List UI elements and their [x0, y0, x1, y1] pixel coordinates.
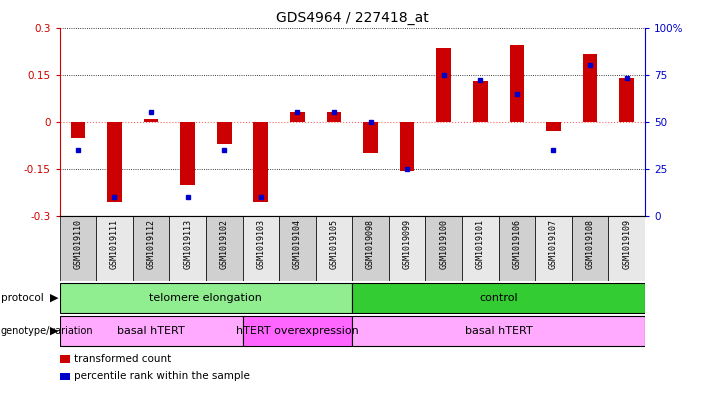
Bar: [619, 78, 634, 122]
Text: GSM1019107: GSM1019107: [549, 219, 558, 269]
Text: GSM1019108: GSM1019108: [585, 219, 594, 269]
Bar: [363, 122, 378, 153]
Bar: [60, 373, 70, 380]
Bar: [180, 122, 195, 185]
Bar: [546, 122, 561, 131]
Text: hTERT overexpression: hTERT overexpression: [236, 326, 359, 336]
Bar: [71, 122, 86, 138]
Text: ▶: ▶: [50, 293, 59, 303]
Text: GSM1019109: GSM1019109: [622, 219, 631, 269]
Bar: [426, 216, 462, 281]
Text: genotype/variation: genotype/variation: [1, 326, 93, 336]
Bar: [510, 45, 524, 122]
Bar: [353, 283, 645, 313]
Bar: [462, 216, 498, 281]
Text: GSM1019106: GSM1019106: [512, 219, 522, 269]
Text: GSM1019110: GSM1019110: [74, 219, 83, 269]
Bar: [353, 316, 645, 346]
Bar: [400, 122, 414, 171]
Text: GSM1019104: GSM1019104: [293, 219, 302, 269]
Bar: [60, 283, 353, 313]
Text: control: control: [479, 293, 518, 303]
Text: GSM1019098: GSM1019098: [366, 219, 375, 269]
Bar: [389, 216, 426, 281]
Bar: [583, 54, 597, 122]
Text: GSM1019099: GSM1019099: [402, 219, 411, 269]
Text: GSM1019113: GSM1019113: [183, 219, 192, 269]
Bar: [144, 119, 158, 122]
Text: GSM1019111: GSM1019111: [110, 219, 119, 269]
Bar: [217, 122, 231, 144]
Text: transformed count: transformed count: [74, 354, 172, 364]
Bar: [353, 216, 389, 281]
Bar: [315, 216, 353, 281]
Text: GSM1019103: GSM1019103: [257, 219, 265, 269]
Bar: [327, 112, 341, 122]
Text: basal hTERT: basal hTERT: [117, 326, 185, 336]
Text: protocol: protocol: [1, 293, 43, 303]
Bar: [498, 216, 535, 281]
Text: telomere elongation: telomere elongation: [149, 293, 262, 303]
Bar: [437, 48, 451, 122]
Bar: [170, 216, 206, 281]
Bar: [290, 112, 305, 122]
Bar: [60, 316, 243, 346]
Title: GDS4964 / 227418_at: GDS4964 / 227418_at: [276, 11, 428, 25]
Text: ▶: ▶: [50, 326, 59, 336]
Bar: [60, 216, 96, 281]
Bar: [608, 216, 645, 281]
Bar: [572, 216, 608, 281]
Text: GSM1019105: GSM1019105: [329, 219, 339, 269]
Bar: [107, 122, 122, 202]
Bar: [254, 122, 268, 202]
Text: GSM1019102: GSM1019102: [219, 219, 229, 269]
Bar: [206, 216, 243, 281]
Bar: [60, 355, 70, 363]
Text: basal hTERT: basal hTERT: [465, 326, 533, 336]
Bar: [132, 216, 170, 281]
Text: percentile rank within the sample: percentile rank within the sample: [74, 371, 250, 382]
Text: GSM1019100: GSM1019100: [440, 219, 448, 269]
Bar: [243, 316, 353, 346]
Bar: [279, 216, 315, 281]
Bar: [96, 216, 132, 281]
Text: GSM1019112: GSM1019112: [147, 219, 156, 269]
Bar: [535, 216, 572, 281]
Text: GSM1019101: GSM1019101: [476, 219, 485, 269]
Bar: [473, 81, 488, 122]
Bar: [243, 216, 279, 281]
